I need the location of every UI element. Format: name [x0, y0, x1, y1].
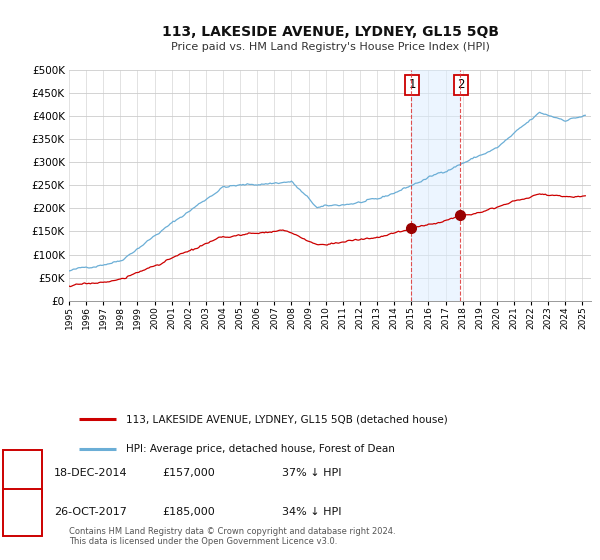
Text: 18-DEC-2014: 18-DEC-2014	[54, 468, 128, 478]
Text: 113, LAKESIDE AVENUE, LYDNEY, GL15 5QB (detached house): 113, LAKESIDE AVENUE, LYDNEY, GL15 5QB (…	[127, 414, 448, 424]
Text: 34% ↓ HPI: 34% ↓ HPI	[282, 507, 341, 517]
Text: 1: 1	[408, 78, 416, 91]
Text: 2: 2	[457, 78, 464, 91]
Text: £185,000: £185,000	[162, 507, 215, 517]
Text: Contains HM Land Registry data © Crown copyright and database right 2024.
This d: Contains HM Land Registry data © Crown c…	[69, 526, 395, 546]
Text: Price paid vs. HM Land Registry's House Price Index (HPI): Price paid vs. HM Land Registry's House …	[170, 42, 490, 52]
Text: 113, LAKESIDE AVENUE, LYDNEY, GL15 5QB: 113, LAKESIDE AVENUE, LYDNEY, GL15 5QB	[161, 25, 499, 39]
Text: 2: 2	[19, 506, 26, 519]
Text: HPI: Average price, detached house, Forest of Dean: HPI: Average price, detached house, Fore…	[127, 444, 395, 454]
Text: £157,000: £157,000	[162, 468, 215, 478]
Bar	[410, 70, 460, 301]
Text: 1: 1	[19, 466, 26, 480]
Text: 37% ↓ HPI: 37% ↓ HPI	[282, 468, 341, 478]
Text: 26-OCT-2017: 26-OCT-2017	[54, 507, 127, 517]
